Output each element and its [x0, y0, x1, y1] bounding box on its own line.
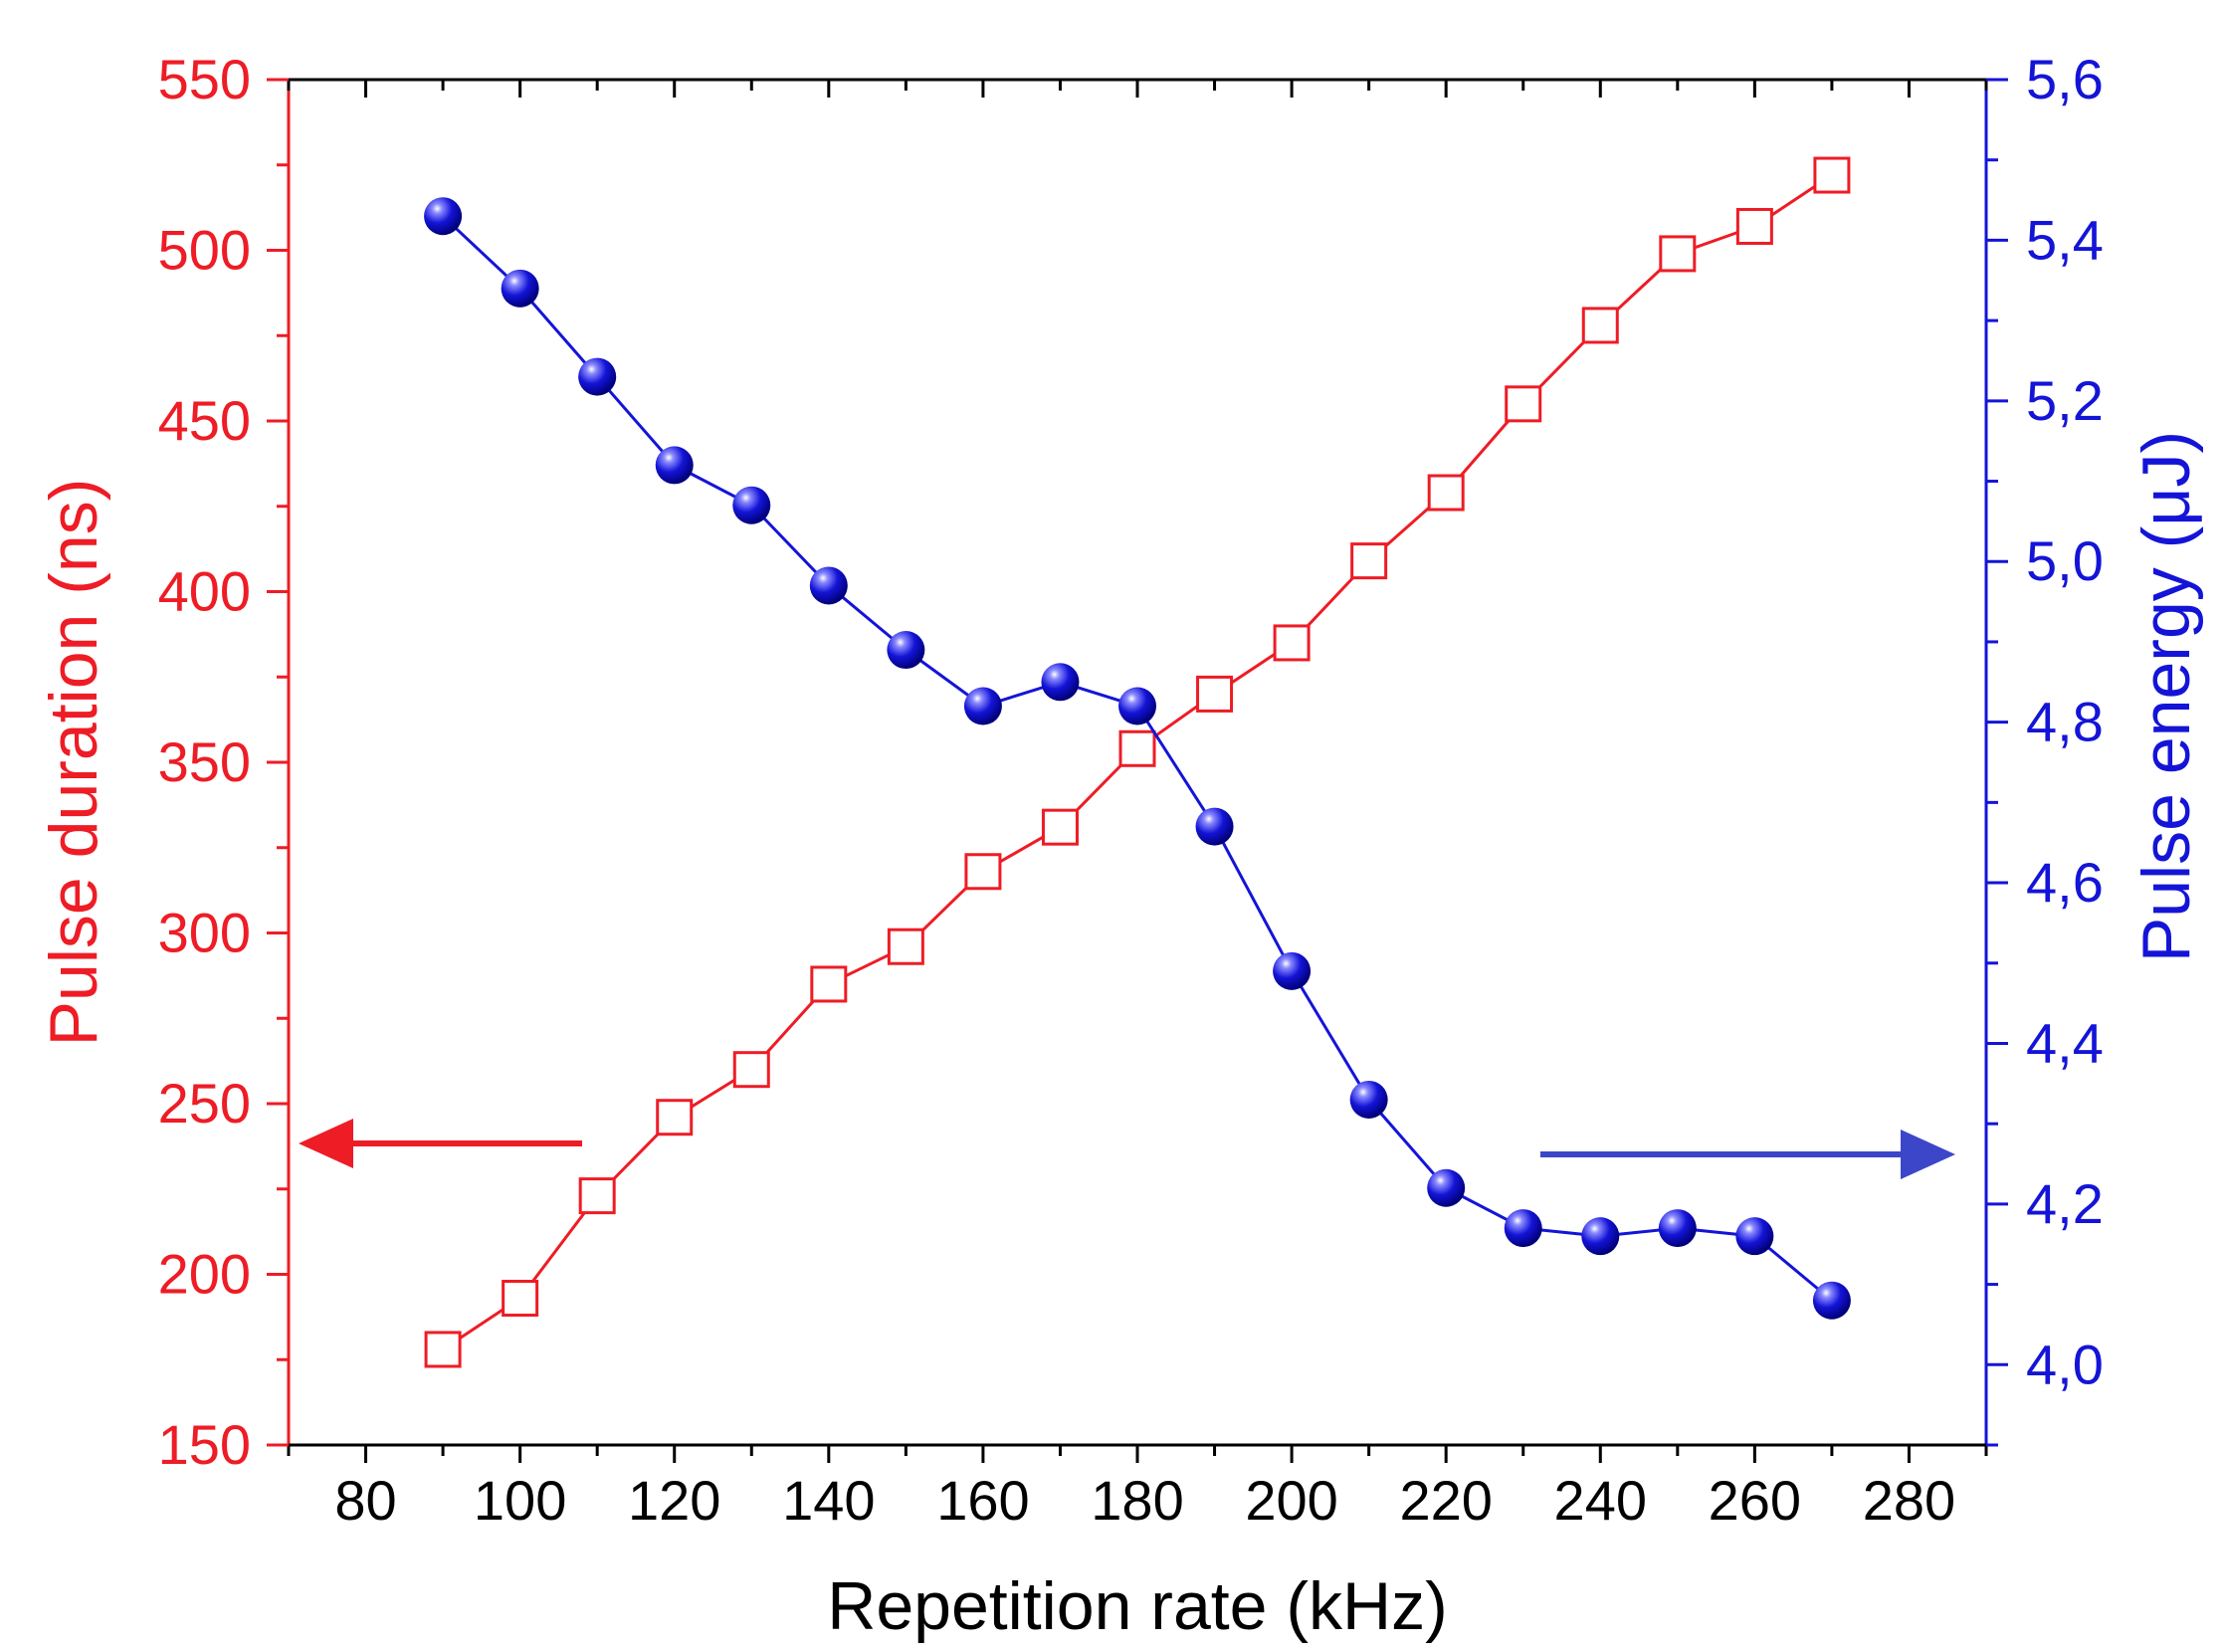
left-y-tick-label: 150 — [158, 1413, 251, 1476]
data-point-square — [1118, 729, 1156, 767]
series-pulse-energy — [424, 197, 1851, 1320]
left-y-tick-label: 350 — [158, 730, 251, 793]
data-point-square — [1581, 307, 1619, 344]
data-point-square — [578, 1177, 616, 1215]
right-y-tick-label: 5,0 — [2026, 529, 2104, 592]
data-point-square — [656, 1099, 694, 1136]
left-y-tick-label: 300 — [158, 902, 251, 964]
data-point-square — [732, 1051, 770, 1089]
left-y-axis-ticks: 150 200 250 300 350 400 450 500 550 — [158, 48, 289, 1476]
left-y-tick-label: 500 — [158, 219, 251, 282]
series-line-segment — [1367, 1098, 1448, 1189]
x-tick-label: 80 — [334, 1469, 396, 1532]
right-y-tick-label: 4,8 — [2026, 691, 2104, 753]
left-y-tick-label: 550 — [158, 48, 251, 110]
data-point-sphere — [1118, 687, 1156, 725]
data-point-sphere — [1349, 1080, 1388, 1119]
data-point-sphere — [1273, 951, 1312, 990]
series-line-segment — [1135, 705, 1216, 828]
data-point-sphere — [732, 486, 771, 524]
data-point-square — [1350, 542, 1388, 580]
x-axis-title: Repetition rate (kHz) — [827, 1568, 1448, 1644]
data-point-sphere — [655, 446, 694, 485]
left-y-tick-label: 250 — [158, 1072, 251, 1135]
data-point-sphere — [1735, 1217, 1774, 1256]
data-point-square — [1196, 675, 1234, 713]
right-axis-indicator-arrow — [1540, 1130, 1955, 1179]
right-y-axis-title: Pulse energy (μJ) — [2128, 431, 2204, 962]
right-y-tick-label: 5,2 — [2026, 369, 2104, 432]
x-tick-label: 180 — [1091, 1469, 1183, 1532]
x-tick-label: 100 — [474, 1469, 566, 1532]
series-pulse-duration — [424, 156, 1851, 1368]
x-tick-label: 280 — [1863, 1469, 1955, 1532]
x-tick-label: 140 — [782, 1469, 875, 1532]
left-y-tick-label: 200 — [158, 1243, 251, 1306]
series-line-segment — [1213, 825, 1294, 972]
data-point-square — [1813, 156, 1851, 194]
right-y-tick-label: 5,4 — [2026, 208, 2104, 271]
right-y-tick-label: 4,4 — [2026, 1011, 2104, 1074]
data-point-square — [887, 928, 924, 965]
data-point-sphere — [1658, 1209, 1697, 1248]
data-point-square — [424, 1331, 462, 1368]
data-point-square — [502, 1280, 539, 1318]
right-y-tick-label: 4,0 — [2026, 1333, 2104, 1395]
data-point-sphere — [424, 197, 463, 236]
right-y-axis-title-text: Pulse energy (μJ) — [2128, 431, 2204, 962]
data-point-square — [810, 965, 848, 1003]
data-point-square — [1273, 624, 1311, 662]
data-point-sphere — [1504, 1209, 1542, 1248]
data-point-sphere — [1581, 1217, 1620, 1256]
left-y-tick-label: 450 — [158, 389, 251, 452]
data-point-sphere — [1041, 663, 1080, 702]
series-line-segment — [596, 375, 676, 467]
data-point-sphere — [1195, 807, 1234, 846]
x-tick-label: 260 — [1709, 1469, 1801, 1532]
data-point-sphere — [887, 631, 925, 670]
x-tick-label: 220 — [1399, 1469, 1492, 1532]
right-y-tick-label: 4,2 — [2026, 1172, 2104, 1235]
x-tick-label: 160 — [936, 1469, 1029, 1532]
data-point-sphere — [963, 687, 1002, 725]
data-point-square — [1659, 235, 1697, 273]
series-line-segment — [1290, 970, 1370, 1101]
data-point-sphere — [1427, 1168, 1466, 1207]
left-y-tick-label: 400 — [158, 560, 251, 623]
x-tick-label: 120 — [628, 1469, 720, 1532]
x-axis-ticks: 80 100 120 140 160 180 200 220 240 260 280 — [287, 80, 1988, 1532]
series-line-segment — [518, 287, 599, 378]
data-point-square — [1735, 207, 1773, 245]
series-layer — [424, 156, 1851, 1368]
left-y-axis-title: Pulse duration (ns) — [36, 479, 111, 1047]
data-point-square — [1505, 385, 1542, 423]
data-point-square — [1041, 808, 1079, 846]
data-point-sphere — [578, 357, 617, 396]
data-point-sphere — [501, 269, 539, 308]
x-tick-label: 200 — [1245, 1469, 1337, 1532]
data-point-sphere — [1812, 1281, 1851, 1320]
left-axis-indicator-arrow — [299, 1119, 582, 1168]
data-point-sphere — [809, 566, 848, 605]
x-tick-label: 240 — [1554, 1469, 1647, 1532]
right-y-tick-label: 4,6 — [2026, 851, 2104, 914]
data-point-square — [1427, 474, 1465, 512]
right-y-axis-ticks: 4,0 4,2 4,4 4,6 4,8 5,0 5,2 5,4 5,6 — [1986, 48, 2104, 1447]
data-point-square — [964, 853, 1002, 891]
right-y-tick-label: 5,6 — [2026, 48, 2104, 110]
